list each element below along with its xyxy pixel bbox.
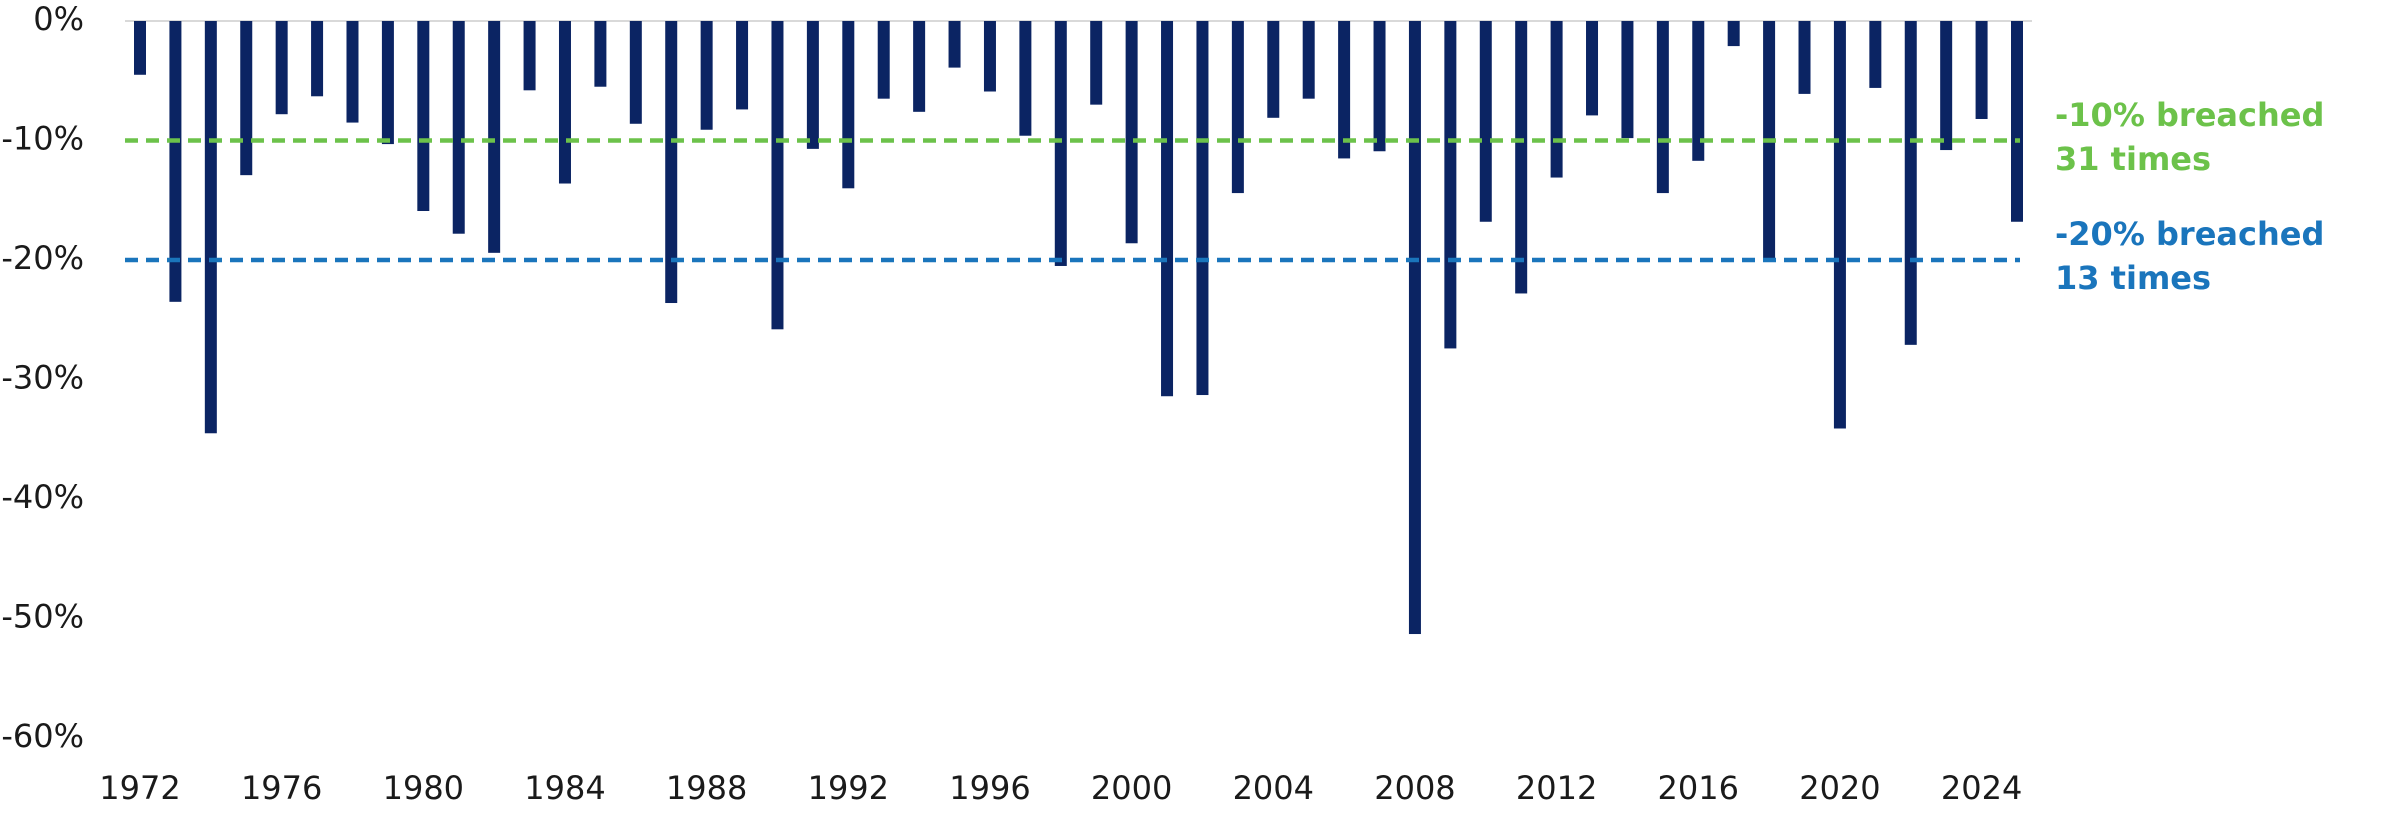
bar: [736, 21, 749, 110]
bar: [1338, 21, 1351, 159]
bar: [1656, 21, 1669, 194]
x-tick-label: 1972: [99, 769, 180, 807]
annotation: -20% breached 13 times: [2055, 215, 2325, 297]
bar: [594, 21, 607, 87]
x-tick-label: 1992: [808, 769, 889, 807]
annotation: -10% breached 31 times: [2055, 95, 2325, 178]
x-tick-label: 2000: [1091, 769, 1172, 807]
bar: [1479, 21, 1492, 222]
bar: [842, 21, 855, 189]
bar: [1019, 21, 1032, 136]
bar: [1550, 21, 1563, 178]
bar: [134, 21, 146, 75]
bar: [1869, 21, 1882, 88]
bar: [771, 21, 784, 330]
x-tick-label: 2024: [1941, 769, 2022, 807]
x-tick-label: 2012: [1516, 769, 1597, 807]
bar: [1161, 21, 1174, 397]
bar: [1904, 21, 1917, 345]
bar: [1125, 21, 1138, 244]
bar: [240, 21, 253, 176]
bar: [417, 21, 430, 212]
x-tick-label: 1996: [949, 769, 1030, 807]
bar: [1054, 21, 1067, 266]
x-tick-label: 1988: [666, 769, 747, 807]
bar: [948, 21, 961, 68]
bar: [913, 21, 926, 112]
bar: [1798, 21, 1811, 94]
bar: [1408, 21, 1421, 635]
bar: [204, 21, 217, 434]
bar: [346, 21, 359, 123]
y-tick-label: -20%: [1, 239, 84, 277]
y-tick-label: -30%: [1, 359, 84, 397]
x-tick-label: 1980: [383, 769, 464, 807]
x-tick-label: 2004: [1233, 769, 1314, 807]
bar: [1444, 21, 1457, 349]
y-tick-label: -50%: [1, 598, 84, 636]
bar: [523, 21, 536, 91]
bar: [1833, 21, 1846, 429]
bar: [1621, 21, 1634, 139]
bar: [983, 21, 996, 92]
x-tick-label: 1984: [524, 769, 605, 807]
bar: [311, 21, 324, 97]
bar: [488, 21, 501, 253]
bar: [1302, 21, 1315, 99]
bar: [1373, 21, 1386, 152]
y-tick-label: 0%: [33, 0, 84, 38]
bar: [2011, 21, 2023, 222]
bar: [1692, 21, 1705, 161]
bar: [275, 21, 288, 115]
bar: [1515, 21, 1528, 294]
x-tick-label: 2008: [1374, 769, 1455, 807]
bar: [1196, 21, 1209, 396]
bar: [381, 21, 394, 145]
bar: [1975, 21, 1988, 119]
y-tick-label: -40%: [1, 478, 84, 516]
bar: [1940, 21, 1953, 151]
bar: [169, 21, 182, 302]
bar: [665, 21, 678, 304]
bar: [629, 21, 642, 124]
bar: [700, 21, 713, 130]
bar: [558, 21, 571, 184]
x-tick-label: 2020: [1799, 769, 1880, 807]
bar: [1267, 21, 1280, 118]
bar: [1727, 21, 1740, 47]
bar: [1586, 21, 1599, 116]
bar: [1231, 21, 1244, 194]
bar: [806, 21, 819, 149]
bar: [1090, 21, 1103, 105]
y-tick-label: -60%: [1, 717, 84, 755]
x-tick-label: 1976: [241, 769, 322, 807]
y-tick-label: -10%: [1, 120, 84, 158]
x-tick-label: 2016: [1658, 769, 1739, 807]
bar: [877, 21, 890, 99]
bar: [452, 21, 465, 234]
